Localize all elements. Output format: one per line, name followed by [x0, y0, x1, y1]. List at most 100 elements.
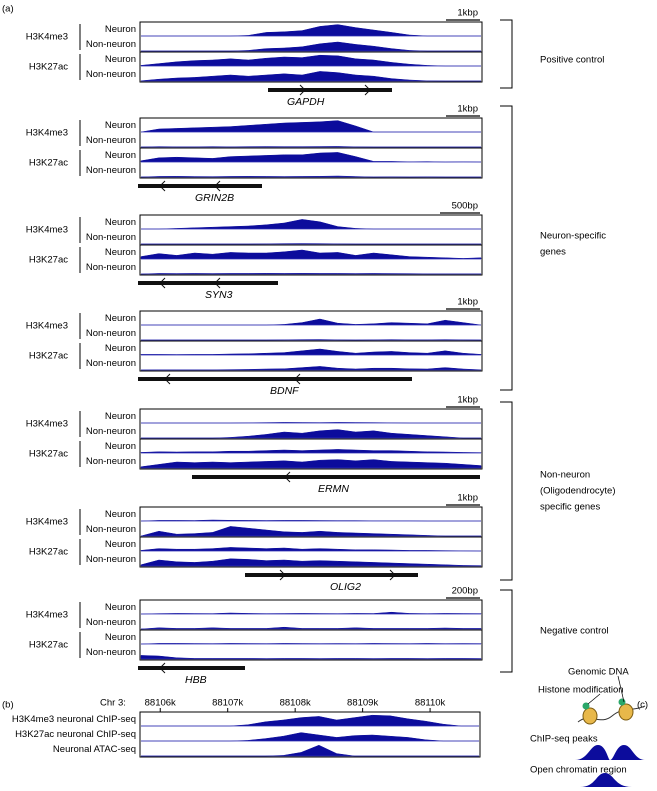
- group-label: genes: [540, 247, 566, 258]
- gene-name: OLIG2: [330, 581, 361, 593]
- cell-label: Neuron: [105, 150, 136, 161]
- cell-label: Neuron: [105, 632, 136, 643]
- track-label: H3K27ac neuronal ChIP-seq: [15, 729, 136, 740]
- scale-label: 1kbp: [457, 395, 478, 406]
- cell-label: Neuron: [105, 54, 136, 65]
- mark-label: H3K4me3: [26, 32, 68, 43]
- gene-arrow: [214, 180, 221, 192]
- peak-icon: [580, 773, 632, 787]
- group-bracket: [500, 589, 513, 673]
- nucleosome: [618, 703, 634, 721]
- mark-label: H3K4me3: [26, 225, 68, 236]
- gene-arrow: [159, 277, 166, 289]
- track-label: Neuronal ATAC-seq: [53, 744, 136, 755]
- gene-name: ERMN: [318, 483, 349, 495]
- pointer: [617, 675, 625, 703]
- mark-label: H3K4me3: [26, 419, 68, 430]
- signal-track: [140, 611, 482, 615]
- gene-arrow: [214, 277, 221, 289]
- gene-name: BDNF: [270, 385, 299, 397]
- peak-icon: [575, 745, 645, 760]
- x-tick-label: 88110k: [415, 698, 446, 709]
- gene-arrow: [159, 180, 166, 192]
- scale-label: 1kbp: [457, 297, 478, 308]
- gene-arrow: [299, 84, 306, 96]
- signal-track: [140, 626, 482, 630]
- mark-label: H3K4me3: [26, 128, 68, 139]
- group-label: specific genes: [540, 502, 600, 513]
- group-label: Neuron-specific: [540, 231, 606, 242]
- cell-label: Non-neuron: [86, 358, 136, 369]
- cell-label: Non-neuron: [86, 617, 136, 628]
- mark-label: H3K27ac: [29, 255, 68, 266]
- group-label: (Oligodendrocyte): [540, 486, 616, 497]
- mark-label: H3K4me3: [26, 610, 68, 621]
- mark-label: H3K4me3: [26, 517, 68, 528]
- cell-label: Neuron: [105, 24, 136, 35]
- group-bracket: [500, 401, 513, 581]
- cell-label: Non-neuron: [86, 426, 136, 437]
- mark-label: H3K27ac: [29, 449, 68, 460]
- cell-label: Neuron: [105, 247, 136, 258]
- gene-arrow: [389, 569, 396, 581]
- signal-track: [140, 449, 482, 454]
- scale-label: 200bp: [452, 586, 478, 597]
- gene-arrow: [279, 569, 286, 581]
- modification: [582, 702, 590, 710]
- cell-label: Non-neuron: [86, 262, 136, 273]
- signal-track: [140, 655, 482, 660]
- cell-label: Neuron: [105, 120, 136, 131]
- scale-label: 1kbp: [457, 104, 478, 115]
- gene-arrow: [364, 84, 371, 96]
- signal-track: [140, 459, 482, 469]
- cell-label: Neuron: [105, 217, 136, 228]
- cell-label: Neuron: [105, 602, 136, 613]
- cell-label: Neuron: [105, 441, 136, 452]
- mark-label: H3K27ac: [29, 62, 68, 73]
- gene-name: SYN3: [205, 289, 233, 301]
- scale-label: 1kbp: [457, 8, 478, 19]
- gene-arrow: [164, 373, 171, 385]
- chr-label: Chr 3:: [100, 698, 126, 709]
- gene-name: GAPDH: [287, 96, 325, 108]
- cell-label: Non-neuron: [86, 165, 136, 176]
- group-label: Non-neuron: [540, 470, 590, 481]
- signal-track: [140, 249, 482, 260]
- track-label: H3K4me3 neuronal ChIP-seq: [12, 714, 136, 725]
- cell-label: Non-neuron: [86, 554, 136, 565]
- cell-label: Non-neuron: [86, 647, 136, 658]
- nucleosome: [582, 707, 598, 725]
- group-label: Negative control: [540, 626, 609, 637]
- gene-name: GRIN2B: [195, 192, 234, 204]
- panel-label: (a): [2, 4, 14, 15]
- cell-label: Non-neuron: [86, 39, 136, 50]
- cell-label: Non-neuron: [86, 232, 136, 243]
- pointer: [587, 693, 601, 705]
- group-bracket: [500, 105, 513, 391]
- panel-label: (b): [2, 700, 14, 711]
- gene-arrow: [284, 471, 291, 483]
- gene-arrow: [159, 662, 166, 674]
- group-bracket: [500, 19, 513, 89]
- cell-label: Neuron: [105, 509, 136, 520]
- group-label: Positive control: [540, 55, 604, 66]
- gene-name: HBB: [185, 674, 207, 686]
- cell-label: Non-neuron: [86, 524, 136, 535]
- x-tick-label: 88106k: [145, 698, 176, 709]
- cell-label: Non-neuron: [86, 69, 136, 80]
- cell-label: Neuron: [105, 411, 136, 422]
- mark-label: H3K27ac: [29, 351, 68, 362]
- gene-arrow: [294, 373, 301, 385]
- mark-label: H3K27ac: [29, 640, 68, 651]
- mark-label: H3K27ac: [29, 158, 68, 169]
- cell-label: Neuron: [105, 313, 136, 324]
- cell-label: Non-neuron: [86, 135, 136, 146]
- legend-text: Histone modification: [538, 685, 624, 696]
- signal-track: [140, 547, 482, 552]
- cell-label: Non-neuron: [86, 328, 136, 339]
- legend-text: ChIP-seq peaks: [530, 734, 598, 745]
- x-tick-label: 88108k: [280, 698, 311, 709]
- mark-label: H3K27ac: [29, 547, 68, 558]
- legend-text: Genomic DNA: [568, 667, 629, 678]
